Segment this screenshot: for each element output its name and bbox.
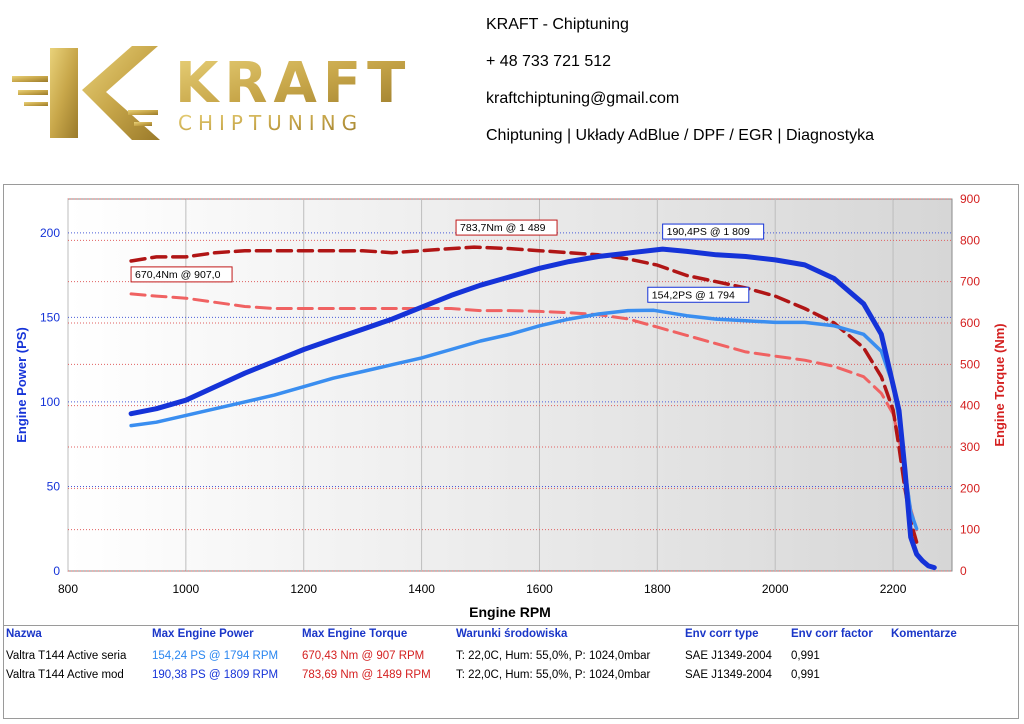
x-tick-label: 2000 (762, 582, 789, 596)
contact-block: KRAFT - Chiptuning + 48 733 721 512 kraf… (486, 6, 874, 154)
data-label-box (647, 286, 750, 303)
y-right-tick-label: 100 (960, 523, 980, 537)
brand-sub-text: CHIPTUNING (178, 111, 363, 135)
table-cell: SAE J1349-2004 (685, 669, 772, 681)
table-header-cell: Max Engine Torque (302, 628, 408, 640)
brand-main-text: KRAFT (175, 51, 411, 116)
page-header: KRAFT CHIPTUNING KRAFT - Chiptuning + 48… (0, 0, 1024, 170)
table-cell: 154,24 PS @ 1794 RPM (152, 650, 279, 662)
phone-number: + 48 733 721 512 (486, 53, 612, 70)
data-label: 783,7Nm @ 1 489 (460, 222, 546, 234)
email-address: kraftchiptuning@gmail.com (486, 90, 680, 107)
table-header-cell: Env corr factor (791, 628, 873, 640)
dyno-chart: 800 1000 1200 1400 1600 1800 2000 2200050100150… (14, 192, 1007, 620)
y-right-tick-label: 300 (960, 440, 980, 454)
y-right-tick-label: 800 (960, 233, 980, 247)
series-line-power-seria (129, 308, 919, 531)
table-header-cell: Warunki środowiska (456, 628, 568, 640)
y-right-axis-title: Engine Torque (Nm) (992, 323, 1007, 446)
series-line-power-mod (128, 246, 937, 571)
results-table: Nazwa Max Engine Power Max Engine Torque Wa… (3, 626, 1019, 719)
series-line-torque-mod (129, 245, 919, 544)
data-label-box (130, 266, 233, 283)
data-label: 670,4Nm @ 907,0 (135, 269, 221, 281)
x-tick-label: 1600 (526, 582, 553, 596)
y-right-tick-label: 0 (960, 564, 967, 578)
data-label-box (455, 219, 558, 236)
services-line: Chiptuning | Układy AdBlue / DPF / EGR |… (486, 127, 875, 144)
table-cell: Valtra T144 Active seria (6, 650, 127, 662)
kraft-logo: KRAFT CHIPTUNING (12, 46, 411, 140)
x-tick-label: 1200 (290, 582, 317, 596)
x-tick-label: 1800 (644, 582, 671, 596)
y-left-tick-label: 0 (53, 564, 60, 578)
y-left-tick-label: 200 (40, 226, 60, 240)
y-left-tick-label: 100 (40, 395, 60, 409)
x-tick-label: 1000 (173, 582, 200, 596)
y-left-tick-label: 150 (40, 310, 60, 324)
table-header-cell: Max Engine Power (152, 628, 254, 640)
table-cell: SAE J1349-2004 (685, 650, 772, 662)
x-tick-label: 1400 (408, 582, 435, 596)
y-right-tick-label: 600 (960, 316, 980, 330)
x-axis-title: Engine RPM (469, 604, 551, 620)
data-label: 154,2PS @ 1 794 (652, 289, 735, 301)
data-label: 190,4PS @ 1 809 (667, 226, 750, 238)
y-left-tick-label: 50 (47, 479, 61, 493)
k-emblem-icon (12, 46, 160, 140)
table-header-cell: Komentarze (891, 628, 957, 640)
table-cell: 0,991 (791, 650, 820, 662)
y-right-tick-label: 400 (960, 399, 980, 413)
company-name: KRAFT - Chiptuning (486, 16, 629, 33)
table-cell: T: 22,0C, Hum: 55,0%, P: 1024,0mbar (456, 669, 651, 681)
dyno-chart-frame: 800 1000 1200 1400 1600 1800 2000 2200 0 50 100 150… (3, 184, 1019, 626)
table-header-cell: Nazwa (6, 628, 42, 640)
series-line-torque-seria (129, 292, 919, 532)
x-tick-label: 800 (58, 582, 78, 596)
y-right-tick-label: 900 (960, 192, 980, 206)
table-cell: 190,38 PS @ 1809 RPM (152, 669, 279, 681)
y-right-tick-label: 500 (960, 357, 980, 371)
table-header-cell: Env corr type (685, 628, 759, 640)
x-tick-label: 2200 (880, 582, 907, 596)
table-cell: Valtra T144 Active mod (6, 669, 124, 681)
data-label-box (662, 223, 765, 240)
y-right-tick-label: 700 (960, 275, 980, 289)
y-left-axis-title: Engine Power (PS) (14, 327, 29, 443)
table-cell: 0,991 (791, 669, 820, 681)
table-cell: 670,43 Nm @ 907 RPM (302, 650, 425, 662)
table-cell: 783,69 Nm @ 1489 RPM (302, 669, 431, 681)
y-right-tick-label: 200 (960, 481, 980, 495)
table-cell: T: 22,0C, Hum: 55,0%, P: 1024,0mbar (456, 650, 651, 662)
